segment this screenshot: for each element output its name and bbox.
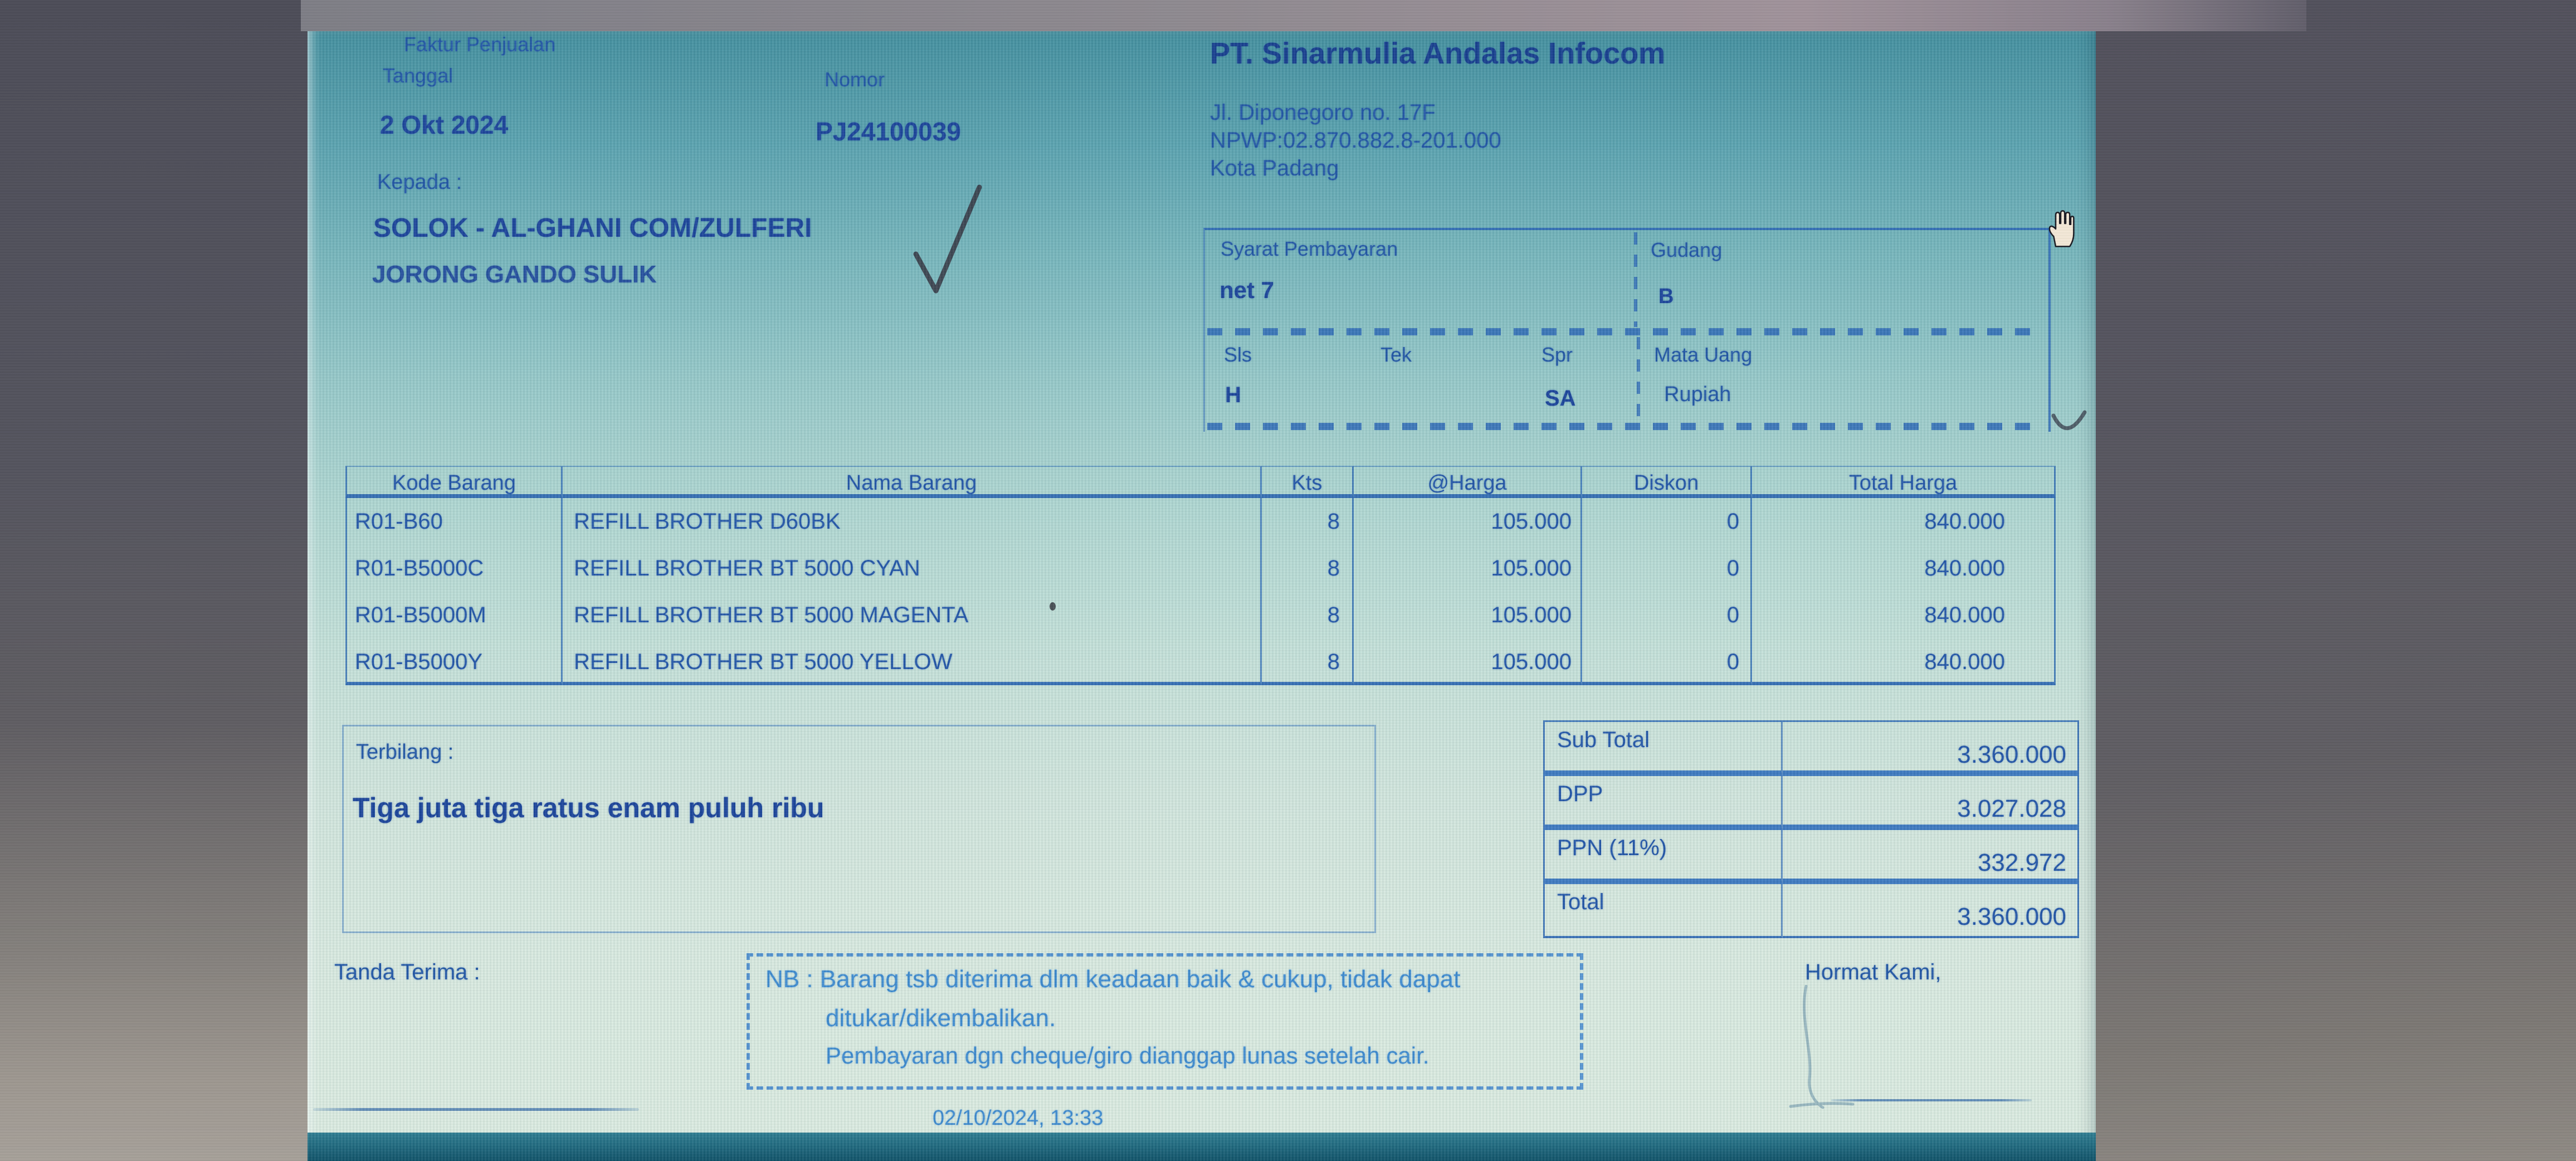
nb-line1: NB : Barang tsb diterima dlm keadaan bai… [765,965,1461,993]
item-qty: 8 [1262,592,1354,638]
signature-stroke [1789,985,1855,1109]
item-price: 105.000 [1354,498,1582,545]
currency-value: Rupiah [1664,383,1731,406]
tek-label: Tek [1380,343,1412,366]
signature-line-right [1831,1099,2032,1101]
hormat-kami-label: Hormat Kami, [1805,960,1941,984]
document-bottom-edge [308,1133,2096,1161]
item-qty: 8 [1262,638,1354,685]
column-header: Nama Barang [563,466,1262,498]
date-value: 2 Okt 2024 [380,110,509,139]
total-row-label: PPN (11%) [1543,830,1783,884]
invoice-number-value: PJ24100039 [816,117,961,146]
column-header: Diskon [1582,466,1752,498]
company-name: PT. Sinarmulia Andalas Infocom [1210,37,1666,70]
warehouse-label: Gudang [1651,238,1723,261]
item-qty: 8 [1262,498,1354,545]
sls-label: Sls [1224,343,1252,366]
item-total: 840.000 [1752,498,2056,545]
window-top-strip [301,0,2306,31]
item-total: 840.000 [1752,638,2056,685]
item-name: REFILL BROTHER BT 5000 YELLOW [563,638,1262,685]
terbilang-text: Tiga juta tiga ratus enam puluh ribu [353,792,824,823]
total-row-value: 332.972 [1783,830,2079,884]
company-city: Kota Padang [1210,156,1339,181]
totals-table: Sub Total 3.360.000 DPP 3.027.028 PPN (1… [1543,720,2079,938]
column-header: Total Harga [1752,466,2056,498]
pen-checkmark [913,184,982,294]
item-price: 105.000 [1354,592,1582,638]
item-discount: 0 [1582,638,1752,685]
company-address: Jl. Diponegoro no. 17F [1210,100,1436,125]
divider [1634,232,1637,327]
column-header: Kode Barang [345,466,563,498]
payment-terms-value: net 7 [1219,277,1275,303]
invoice-document: Faktur Penjualan Tanggal 2 Okt 2024 Nomo… [308,31,2096,1161]
pen-dot [1050,602,1056,611]
total-row-label: Sub Total [1543,722,1783,776]
column-header: Kts [1262,466,1354,498]
item-code: R01-B5000M [345,592,563,638]
sls-value: H [1225,383,1241,407]
item-price: 105.000 [1354,638,1582,685]
total-row-label: Total [1543,884,1783,938]
item-discount: 0 [1582,592,1752,638]
item-discount: 0 [1582,498,1752,545]
kepada-label: Kepada : [377,170,462,194]
item-total: 840.000 [1752,545,2056,592]
divider [1637,337,1640,422]
hand-pointer-icon [2048,210,2075,247]
total-row-label: DPP [1543,776,1783,830]
doc-type-label: Faktur Penjualan [404,33,556,56]
spr-value: SA [1545,386,1576,411]
signature-line-left [313,1108,639,1111]
currency-label: Mata Uang [1654,343,1753,366]
items-table: Kode Barang Nama Barang Kts @Harga Disko… [345,466,2056,685]
nb-note-box: NB : Barang tsb diterima dlm keadaan bai… [747,953,1583,1090]
total-row-value: 3.027.028 [1783,776,2079,830]
print-timestamp: 02/10/2024, 13:33 [933,1106,1104,1130]
item-qty: 8 [1262,545,1354,592]
company-npwp: NPWP:02.870.882.8-201.000 [1210,128,1501,153]
total-row-value: 3.360.000 [1783,722,2079,776]
item-code: R01-B5000Y [345,638,563,685]
divider [1207,328,2043,335]
customer-address: JORONG GANDO SULIK [372,261,657,288]
item-price: 105.000 [1354,545,1582,592]
item-name: REFILL BROTHER BT 5000 CYAN [563,545,1262,592]
nb-line2: ditukar/dikembalikan. [826,1004,1056,1032]
invoice-number-label: Nomor [824,68,885,91]
item-code: R01-B60 [345,498,563,545]
column-header: @Harga [1354,466,1582,498]
terbilang-box: Terbilang : Tiga juta tiga ratus enam pu… [342,725,1376,933]
spr-label: Spr [1541,343,1573,366]
divider [1207,423,2043,430]
item-discount: 0 [1582,545,1752,592]
screen-bezel-left [0,0,308,1161]
item-name: REFILL BROTHER BT 5000 MAGENTA [563,592,1262,638]
desktop-empty-area [2094,0,2576,1161]
item-total: 840.000 [1752,592,2056,638]
item-name: REFILL BROTHER D60BK [563,498,1262,545]
date-label: Tanggal [383,64,453,87]
tanda-terima-label: Tanda Terima : [334,960,480,984]
pen-curve-mark [2051,410,2087,430]
total-row-value: 3.360.000 [1783,884,2079,938]
payment-terms-label: Syarat Pembayaran [1221,237,1398,260]
payment-terms-box: Syarat Pembayaran net 7 Gudang B Sls H T… [1203,228,2051,432]
warehouse-value: B [1658,285,1674,308]
terbilang-label: Terbilang : [356,740,454,764]
nb-line3: Pembayaran dgn cheque/giro dianggap luna… [826,1042,1430,1069]
item-code: R01-B5000C [345,545,563,592]
customer-name: SOLOK - AL-GHANI COM/ZULFERI [373,213,812,243]
